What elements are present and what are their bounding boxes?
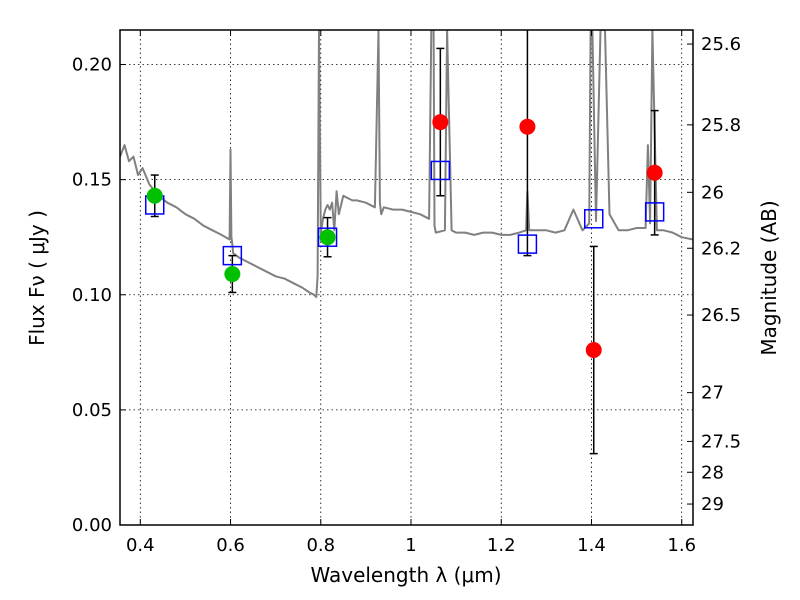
y-tick-label: 0.15 bbox=[72, 170, 112, 191]
spectrum-line bbox=[120, 30, 693, 299]
plot-frame bbox=[119, 29, 694, 526]
model-photometry-square bbox=[430, 160, 451, 181]
nondetection-point bbox=[519, 118, 536, 135]
plot-series bbox=[120, 30, 693, 299]
axis-ticks: 0.4 0.6 0.8 1 1.2 1.4 1.6 0.00 0.05 0.10 0.15 0.20 2… bbox=[72, 30, 741, 556]
x-tick-label: 1.4 bbox=[577, 535, 606, 556]
y-tick-label: 0.05 bbox=[72, 400, 112, 421]
nondetection-point bbox=[646, 164, 663, 181]
x-tick-label: 1.6 bbox=[667, 535, 696, 556]
nondetection-point bbox=[432, 114, 449, 131]
x-tick-label: 0.8 bbox=[306, 535, 335, 556]
y-tick-label: 0.00 bbox=[72, 515, 112, 536]
mag-tick-label: 25.6 bbox=[701, 34, 741, 55]
detection-point bbox=[224, 266, 241, 283]
x-tick-label: 0.4 bbox=[126, 535, 155, 556]
y-axis-right-label: Magnitude (AB) bbox=[757, 200, 781, 355]
model-photometry-square bbox=[517, 234, 538, 254]
y-tick-label: 0.20 bbox=[72, 55, 112, 76]
mag-tick-label: 29 bbox=[701, 494, 724, 515]
mag-tick-label: 27.5 bbox=[701, 431, 741, 452]
y-tick-label: 0.10 bbox=[72, 285, 112, 306]
nondetection-point bbox=[585, 342, 602, 359]
detection-point bbox=[319, 229, 336, 246]
mag-tick-label: 26 bbox=[701, 182, 724, 203]
model-photometry-square bbox=[583, 209, 604, 229]
model-photometry-square bbox=[222, 245, 243, 266]
data-markers bbox=[144, 114, 665, 359]
mag-tick-label: 26.2 bbox=[701, 238, 741, 259]
x-tick-label: 1 bbox=[405, 535, 416, 556]
y-axis-label: Flux Fν ( μJy ) bbox=[25, 210, 49, 346]
x-axis-label: Wavelength λ (μm) bbox=[310, 563, 501, 587]
mag-tick-label: 28 bbox=[701, 462, 724, 483]
x-tick-label: 1.2 bbox=[487, 535, 516, 556]
model-photometry-square bbox=[317, 227, 338, 247]
mag-tick-label: 27 bbox=[701, 383, 724, 404]
x-tick-label: 0.6 bbox=[216, 535, 245, 556]
mag-tick-label: 26.5 bbox=[701, 305, 741, 326]
detection-point bbox=[146, 187, 163, 204]
mag-tick-label: 25.8 bbox=[701, 115, 741, 136]
error-bars bbox=[150, 30, 659, 455]
model-photometry-square bbox=[644, 202, 665, 222]
